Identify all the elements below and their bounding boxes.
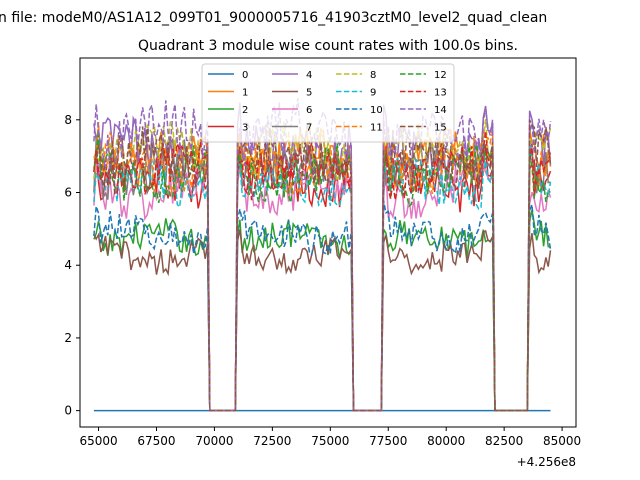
- x-tick-label: 77500: [369, 434, 407, 448]
- legend-label-7: 7: [306, 123, 312, 134]
- legend-label-10: 10: [370, 105, 383, 116]
- y-tick-label: 4: [64, 258, 72, 272]
- legend-label-15: 15: [434, 123, 447, 134]
- y-tick-label: 2: [64, 331, 72, 345]
- legend-label-12: 12: [434, 70, 447, 81]
- legend-label-11: 11: [370, 123, 383, 134]
- legend-label-9: 9: [370, 88, 376, 99]
- legend-label-2: 2: [242, 105, 248, 116]
- legend-label-14: 14: [434, 105, 447, 116]
- series-line-3: [93, 145, 552, 412]
- legend-label-13: 13: [434, 88, 447, 99]
- series-line-10: [93, 200, 552, 412]
- x-tick-label: 85000: [543, 434, 581, 448]
- chart-title: Quadrant 3 module wise count rates with …: [138, 38, 518, 54]
- legend-label-5: 5: [306, 88, 312, 99]
- legend-box: [201, 63, 455, 143]
- x-tick-label: 80000: [427, 434, 465, 448]
- x-tick-label: 65000: [79, 434, 117, 448]
- legend-label-6: 6: [306, 105, 312, 116]
- legend-label-3: 3: [242, 123, 248, 134]
- legend-label-8: 8: [370, 70, 376, 81]
- x-tick-label: 82500: [485, 434, 523, 448]
- legend-label-0: 0: [242, 70, 248, 81]
- x-tick-label: 67500: [137, 434, 175, 448]
- series-line-15: [93, 119, 552, 412]
- chart-suptitle: n file: modeM0/AS1A12_099T01_9000005716_…: [0, 10, 547, 26]
- y-tick-label: 8: [64, 113, 72, 127]
- x-tick-label: 75000: [311, 434, 349, 448]
- series-line-13: [93, 131, 552, 412]
- series-layer: [93, 98, 552, 412]
- series-line-5: [93, 229, 552, 412]
- x-axis: 65000 67500 70000 72500 75000 77500 80000 82500…: [79, 427, 581, 448]
- y-axis: 0 2 4 6 8: [64, 113, 80, 418]
- x-tick-label: 72500: [253, 434, 291, 448]
- y-tick-label: 0: [64, 404, 72, 418]
- x-tick-label: 70000: [195, 434, 233, 448]
- legend-label-4: 4: [306, 70, 312, 81]
- x-offset-label: +4.256e8: [517, 455, 576, 469]
- legend-label-1: 1: [242, 88, 248, 99]
- series-line-12: [93, 130, 551, 412]
- y-tick-label: 6: [64, 186, 72, 200]
- axes-frame: [79, 57, 577, 428]
